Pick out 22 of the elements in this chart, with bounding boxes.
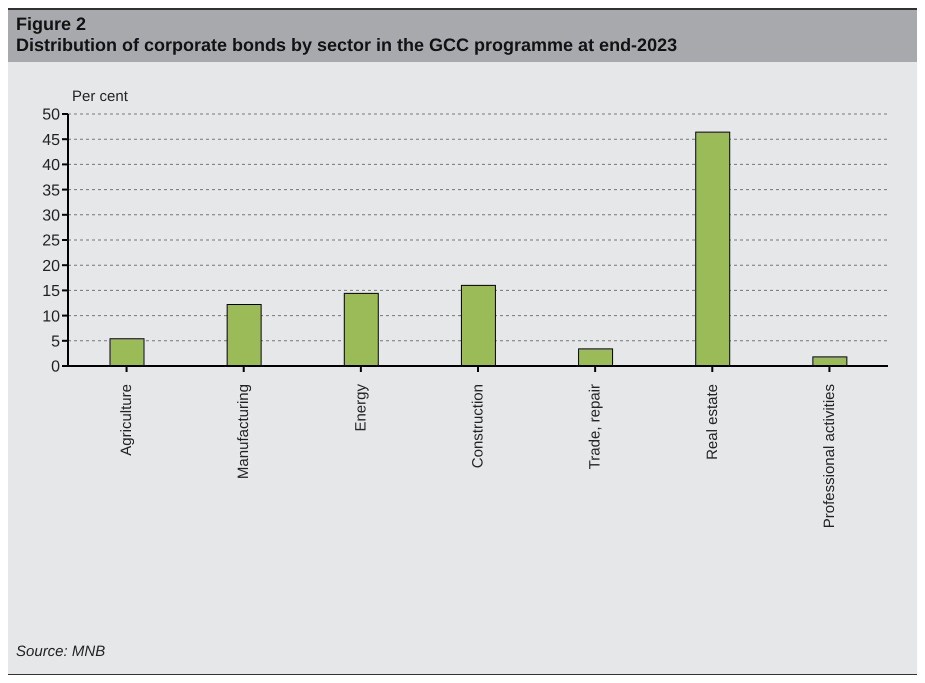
y-tick-label: 35 [42,182,60,200]
y-tick-label: 20 [42,258,60,275]
y-tick-label: 50 [42,106,60,124]
x-tick-label: Trade, repair [586,384,604,470]
y-tick-label: 5 [51,333,60,350]
x-tick-label: Energy [352,384,370,432]
y-tick-label: 40 [42,157,60,174]
y-tick-label: 0 [51,358,60,376]
y-tick-label: 30 [42,207,60,224]
y-tick-label: 45 [42,132,60,149]
y-tick-label: 25 [42,232,60,250]
x-tick-label: Construction [470,384,486,468]
x-tick-label: Real estate [704,384,721,460]
y-tick-label: 10 [42,308,60,326]
y-axis-title: Per cent [72,88,128,105]
y-tick-label: 15 [42,283,60,300]
chart-subtitle: Distribution of corporate bonds by sector in the GCC programme at end-2023 [16,35,678,56]
x-tick-label: Agriculture [118,384,136,456]
x-tick-label: Professional activities [820,384,838,528]
source-note: Source: MNB [16,643,106,660]
chart-title: Figure 2 [16,14,88,35]
x-tick-label: Manufacturing [235,384,252,480]
